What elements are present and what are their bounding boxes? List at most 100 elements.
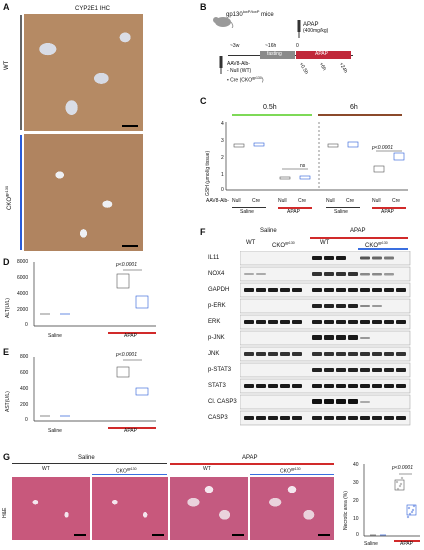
panel-a-wt-label: WT: [4, 60, 10, 70]
panel-d-letter: D: [3, 257, 10, 267]
panel-g-wt1: WT: [42, 466, 50, 472]
panel-e-letter: E: [3, 347, 10, 357]
tp-05h: +0.5h: [297, 61, 310, 76]
panel-c-x1: Cre: [252, 198, 261, 204]
aav-cre-sup: gp130: [252, 76, 262, 80]
panel-e-ytick-1: 200: [20, 402, 29, 408]
panel-c-aav: AAV8-Alb-: [206, 198, 229, 204]
panel-d-ytick-0: 0: [25, 322, 28, 328]
ihc-wt-scalebar: [122, 125, 138, 127]
panel-c-x4: Null: [326, 198, 335, 204]
apap-phase-label: APAP: [315, 51, 328, 57]
panel-e-ytick-3: 600: [20, 370, 29, 376]
panel-c-ytick-0: 0: [221, 187, 224, 193]
panel-a-cko-bar: [20, 135, 22, 250]
panel-c-x6: Null: [372, 198, 381, 204]
syringe-icon-apap: [297, 20, 301, 38]
panel-f-cko1-text: CKO: [272, 243, 286, 249]
he-apap-wt: [170, 477, 248, 540]
tp-24h: +24h: [337, 61, 349, 75]
panel-g-wt2: WT: [203, 466, 211, 472]
panel-f-cko2-sup: gp130: [378, 241, 388, 245]
panel-f-wt2: WT: [320, 240, 330, 246]
mice-sup: loxP/loxP: [242, 9, 260, 14]
panel-c-ytick-1: 1: [221, 172, 224, 178]
panel-e-g1: APAP: [124, 428, 137, 434]
panel-f-cko1: CKOgp130: [272, 240, 295, 249]
panel-c-brown-line: [318, 114, 402, 116]
tp-6h: +6h: [317, 61, 328, 72]
panel-g-apap-axis-line: [394, 540, 420, 542]
panel-e-plot: [33, 357, 156, 422]
aav-label: AAV8-Alb-: [227, 61, 250, 67]
panel-a-cko-sup: gp130: [4, 185, 9, 197]
panel-g-cko2-text: CKO: [280, 468, 291, 475]
panel-a-cko-label: CKOgp130: [4, 186, 13, 210]
mice-gene: gp130: [226, 12, 243, 18]
panel-e-ylabel: AST(U/L): [5, 391, 11, 412]
panel-d-ytick-4: 8000: [17, 259, 29, 265]
panel-a-title: CYP2E1 IHC: [75, 6, 111, 12]
panel-c-x2: Null: [278, 198, 287, 204]
panel-g-letter: G: [3, 452, 11, 462]
panel-c-g1-line: [278, 207, 312, 209]
panel-b-letter: B: [200, 2, 207, 12]
panel-f-cko2-line: [358, 248, 408, 250]
panel-e-ytick-0: 0: [25, 417, 28, 423]
panel-c-g3: APAP: [381, 209, 394, 215]
panel-d-plot: [33, 262, 156, 327]
panel-c-boxes: [233, 141, 405, 180]
he-apap-cko: [250, 477, 334, 540]
protein-label-4: ERK: [208, 319, 221, 325]
panel-d-ytick-3: 6000: [17, 275, 29, 281]
he-scalebar-2: [152, 534, 164, 536]
protein-label-9: Cl. CASP3: [208, 399, 237, 405]
fasting-bar: [260, 51, 295, 59]
ihc-cko-scalebar: [122, 245, 138, 247]
panel-e-ytick-2: 400: [20, 386, 29, 392]
panel-f-cko2: CKOgp130: [365, 240, 388, 249]
panel-c-time1: 0.5h: [263, 104, 277, 111]
panel-c-plot: [225, 122, 408, 191]
panel-g-ytick-2: 20: [353, 498, 359, 504]
panel-c-g0: Saline: [240, 209, 254, 215]
panel-a-wt-bar: [20, 15, 22, 130]
he-scalebar-1: [74, 534, 86, 536]
panel-c-g0-line: [232, 207, 266, 208]
protein-label-3: p-ERK: [208, 303, 226, 309]
panel-c-x0: Null: [232, 198, 241, 204]
panel-c-g1: APAP: [287, 209, 300, 215]
panel-g-ytick-4: 40: [353, 462, 359, 468]
panel-g-g0: Saline: [364, 541, 378, 547]
panel-g-saline: Saline: [78, 455, 95, 461]
aav-null: - Null (WT): [227, 68, 252, 74]
panel-f-apap: APAP: [350, 228, 366, 234]
panel-e-g0: Saline: [48, 428, 62, 434]
protein-label-2: GAPDH: [208, 287, 230, 293]
panel-e-ytick-4: 800: [20, 354, 29, 360]
protein-label-5: p-JNK: [208, 335, 225, 341]
panel-g-cko2-sup: gp130: [290, 467, 301, 471]
protein-label-6: JNK: [208, 351, 220, 357]
panel-f-letter: F: [200, 227, 206, 237]
panel-f-cko2-text: CKO: [365, 243, 379, 249]
panel-c-green-line: [232, 114, 312, 116]
panel-g-cko2-line: [250, 474, 334, 475]
panel-g-cko1-line: [92, 474, 167, 475]
panel-c-x5: Cre: [346, 198, 355, 204]
panel-g-ytick-3: 30: [353, 480, 359, 486]
he-scalebar-4: [318, 534, 330, 536]
apap-label: APAP: [303, 22, 319, 28]
protein-label-8: STAT3: [208, 383, 226, 389]
protein-label-10: CASP3: [208, 415, 228, 421]
panel-d-g0: Saline: [48, 333, 62, 339]
panel-c-ns: ns: [300, 163, 306, 169]
panel-c-x3: Cre: [298, 198, 307, 204]
panel-c-pval: p<0.0001: [372, 145, 393, 151]
panel-d-ylabel: ALT(U/L): [5, 298, 11, 318]
he-saline-wt: [12, 477, 90, 540]
western-blot: [240, 251, 411, 426]
panel-a-letter: A: [3, 2, 10, 12]
panel-c-time2: 6h: [350, 104, 358, 111]
aav-cre-text: • Cre (CKO: [227, 77, 253, 84]
